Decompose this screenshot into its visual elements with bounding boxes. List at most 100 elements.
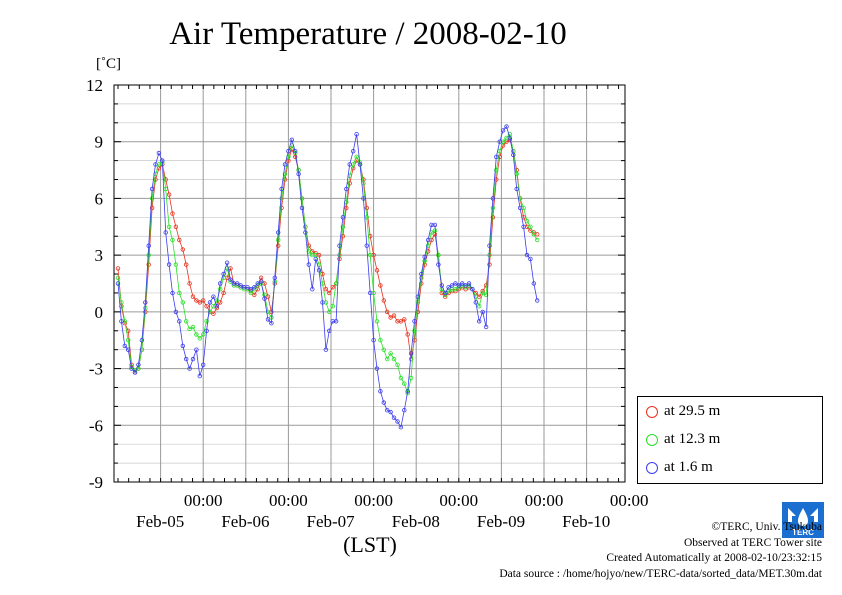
data-point <box>446 285 451 290</box>
y-tick-label: -3 <box>89 360 103 379</box>
data-point <box>320 300 325 305</box>
data-point <box>323 287 329 292</box>
data-point <box>149 196 155 201</box>
data-point <box>504 124 509 129</box>
data-point <box>306 262 311 267</box>
data-point <box>381 298 386 303</box>
data-point <box>252 292 257 297</box>
y-tick-label: -9 <box>89 473 103 492</box>
data-point <box>378 338 383 343</box>
data-point <box>470 287 475 292</box>
data-point <box>408 375 414 381</box>
series-29-5m-line <box>117 139 538 374</box>
data-point <box>511 152 516 158</box>
data-point <box>194 332 199 337</box>
data-point <box>330 304 335 309</box>
data-point <box>207 309 213 315</box>
data-point <box>190 324 196 330</box>
data-point <box>238 283 243 288</box>
series-12-3m-line <box>117 133 538 395</box>
data-point <box>166 262 172 267</box>
data-point <box>279 186 284 192</box>
data-point <box>170 211 175 216</box>
x-tick-date-label: Feb-09 <box>477 512 525 531</box>
data-point <box>385 309 390 315</box>
data-point <box>436 252 441 258</box>
data-point <box>398 425 404 430</box>
y-tick-label: 6 <box>95 189 104 208</box>
data-point <box>190 356 196 362</box>
data-point <box>388 351 393 356</box>
data-point <box>374 319 380 324</box>
data-point <box>371 338 376 343</box>
data-point <box>347 181 352 186</box>
data-point <box>166 192 172 197</box>
data-point <box>514 186 519 192</box>
data-point <box>299 205 305 211</box>
data-point <box>204 304 209 309</box>
data-point <box>245 285 250 290</box>
legend-label: at 12.3 m <box>664 431 721 447</box>
data-point <box>183 356 189 362</box>
data-point <box>415 294 421 299</box>
data-point <box>327 309 332 315</box>
x-tick-time-label: 00:00 <box>184 491 223 510</box>
data-point <box>143 300 148 305</box>
data-point <box>439 283 444 288</box>
data-point <box>412 319 417 324</box>
data-point <box>180 343 185 349</box>
x-tick-date-label: Feb-05 <box>136 512 184 531</box>
data-point <box>415 300 421 305</box>
data-point <box>354 154 359 159</box>
data-point <box>316 268 322 273</box>
y-tick-label: 9 <box>95 133 104 152</box>
data-point <box>180 300 185 305</box>
data-point <box>149 186 155 192</box>
data-point <box>177 290 182 296</box>
data-point <box>490 196 496 201</box>
data-point <box>214 305 219 311</box>
data-point <box>344 205 349 211</box>
grid-lines <box>114 84 625 483</box>
data-point <box>398 319 404 324</box>
data-point <box>425 237 431 243</box>
data-point <box>449 283 455 288</box>
data-point <box>163 177 168 182</box>
data-point <box>425 249 431 254</box>
data-point <box>217 287 223 292</box>
data-point <box>194 347 199 352</box>
x-axis-label: (LST) <box>343 532 397 557</box>
data-point <box>310 287 315 292</box>
data-point <box>146 252 151 258</box>
data-point <box>190 294 196 299</box>
y-tick-label: 12 <box>86 76 103 95</box>
data-point <box>391 313 397 318</box>
data-point <box>531 281 536 286</box>
data-point <box>398 375 404 381</box>
data-point <box>211 311 216 316</box>
data-point <box>146 243 151 248</box>
data-point <box>170 237 175 243</box>
data-point <box>391 356 397 362</box>
data-point <box>323 347 329 352</box>
data-point <box>197 373 202 379</box>
data-point <box>463 283 468 288</box>
data-point <box>115 275 121 280</box>
legend: at 29.5 m at 12.3 m at 1.6 m <box>637 396 823 484</box>
data-point <box>153 171 158 177</box>
chart-title: Air Temperature / 2008-02-10 <box>169 16 567 52</box>
data-point <box>453 287 458 292</box>
data-point <box>197 300 202 305</box>
data-point <box>531 232 536 237</box>
data-point <box>337 243 342 248</box>
data-point <box>221 271 226 277</box>
data-point <box>129 366 134 371</box>
data-point <box>327 290 332 296</box>
legend-label: at 29.5 m <box>664 403 721 419</box>
x-tick-time-label: 00:00 <box>439 491 478 510</box>
data-point <box>333 319 339 324</box>
data-point <box>507 135 513 141</box>
data-point <box>173 309 179 315</box>
data-point <box>402 381 407 386</box>
data-point <box>248 287 254 292</box>
